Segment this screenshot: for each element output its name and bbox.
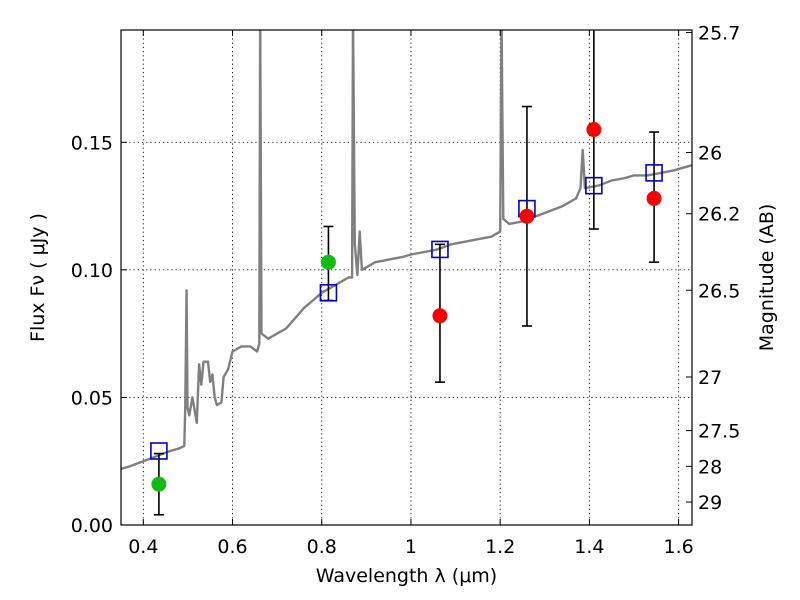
y2-tick-label: 28 (698, 456, 722, 478)
plot-frame (120, 29, 693, 526)
grid (121, 30, 692, 526)
y-tick-label: 0.00 (71, 515, 113, 537)
red-photometry-point (432, 308, 448, 324)
x-tick-label: 1.2 (485, 536, 515, 558)
y-tick-label: 0.10 (71, 260, 113, 282)
secondary-y-axis-label: Magnitude (AB) (756, 204, 778, 352)
y2-tick-label: 26 (698, 142, 722, 164)
x-tick-label: 1.6 (664, 536, 694, 558)
green-photometry-point (151, 476, 167, 492)
x-tick-label: 1.4 (574, 536, 604, 558)
synthetic-photometry-square (319, 284, 338, 302)
synthetic-photometry-square (645, 164, 663, 182)
red-photometry-point (646, 190, 662, 206)
plot-area (121, 30, 692, 516)
y2-tick-label: 26.5 (698, 280, 740, 302)
red-photometry-point (586, 122, 602, 138)
y-tick-label: 0.15 (71, 132, 113, 154)
y2-tick-label: 26.2 (698, 204, 740, 226)
red-photometry-point (519, 208, 535, 224)
y2-tick-label: 27 (698, 367, 722, 389)
x-axis-label: Wavelength λ (μm) (316, 565, 497, 587)
y2-tick-label: 27.5 (698, 421, 740, 443)
y2-tick-label: 25.7 (698, 23, 740, 45)
x-tick-label: 0.6 (217, 536, 247, 558)
axes: 0.4 0.6 0.8 1 1.2 1.4 1.6 0.00 0.05 0.10 0.15 25.7 2… (71, 23, 741, 558)
synthetic-photometry-square (431, 240, 449, 259)
green-photometry-point (320, 254, 336, 270)
synthetic-photometry-square (150, 442, 168, 460)
model-spectrum-line (121, 30, 692, 471)
x-tick-label: 0.8 (307, 536, 337, 558)
x-tick-label: 1 (405, 536, 417, 558)
synthetic-photometry-square (585, 176, 603, 195)
y2-tick-label: 29 (698, 492, 722, 514)
y-axis-label: Flux Fν ( μJy ) (27, 213, 49, 342)
y-tick-label: 0.05 (71, 387, 113, 409)
x-tick-label: 0.4 (128, 536, 158, 558)
